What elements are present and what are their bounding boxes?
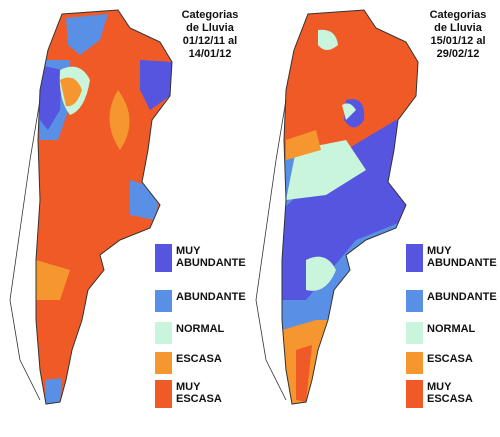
legend-label: NORMAL	[427, 323, 476, 335]
legend-label: ESCASA	[176, 393, 222, 405]
map-title: de Lluvia	[434, 22, 483, 34]
legend-swatch	[406, 380, 423, 408]
legend-swatch	[406, 322, 423, 344]
map-title: de Lluvia	[186, 22, 235, 34]
legend-swatch	[406, 352, 423, 374]
map-title: 15/01/12 al	[430, 35, 485, 47]
legend-swatch	[155, 244, 172, 272]
legend-label: ESCASA	[427, 393, 473, 405]
legend-swatch	[155, 352, 172, 374]
map-title: 14/01/12	[189, 48, 232, 60]
legend-label: MUY	[427, 381, 452, 393]
legend-swatch	[155, 290, 172, 312]
legend-swatch	[155, 322, 172, 344]
legend-label: MUY	[427, 245, 452, 257]
legend-swatch	[406, 244, 423, 272]
map-title: 29/02/12	[437, 48, 480, 60]
map-right	[255, 9, 419, 405]
legend-label: ABUNDANTE	[427, 291, 497, 303]
map-left	[9, 9, 173, 405]
legend-label: MUY	[176, 381, 201, 393]
map-title: Categorias	[182, 9, 239, 21]
legend-swatch	[155, 380, 172, 408]
legend-label: MUY	[176, 245, 201, 257]
legend-label: ESCASA	[427, 353, 473, 365]
legend-label: NORMAL	[176, 323, 225, 335]
map-title: Categorias	[430, 9, 487, 21]
legend-label: ABUNDANTE	[427, 257, 497, 269]
map-title: 01/12/11 al	[183, 35, 237, 47]
legend-label: ABUNDANTE	[176, 291, 246, 303]
legend-swatch	[406, 290, 423, 312]
legend-label: ESCASA	[176, 353, 222, 365]
legend-label: ABUNDANTE	[176, 257, 246, 269]
